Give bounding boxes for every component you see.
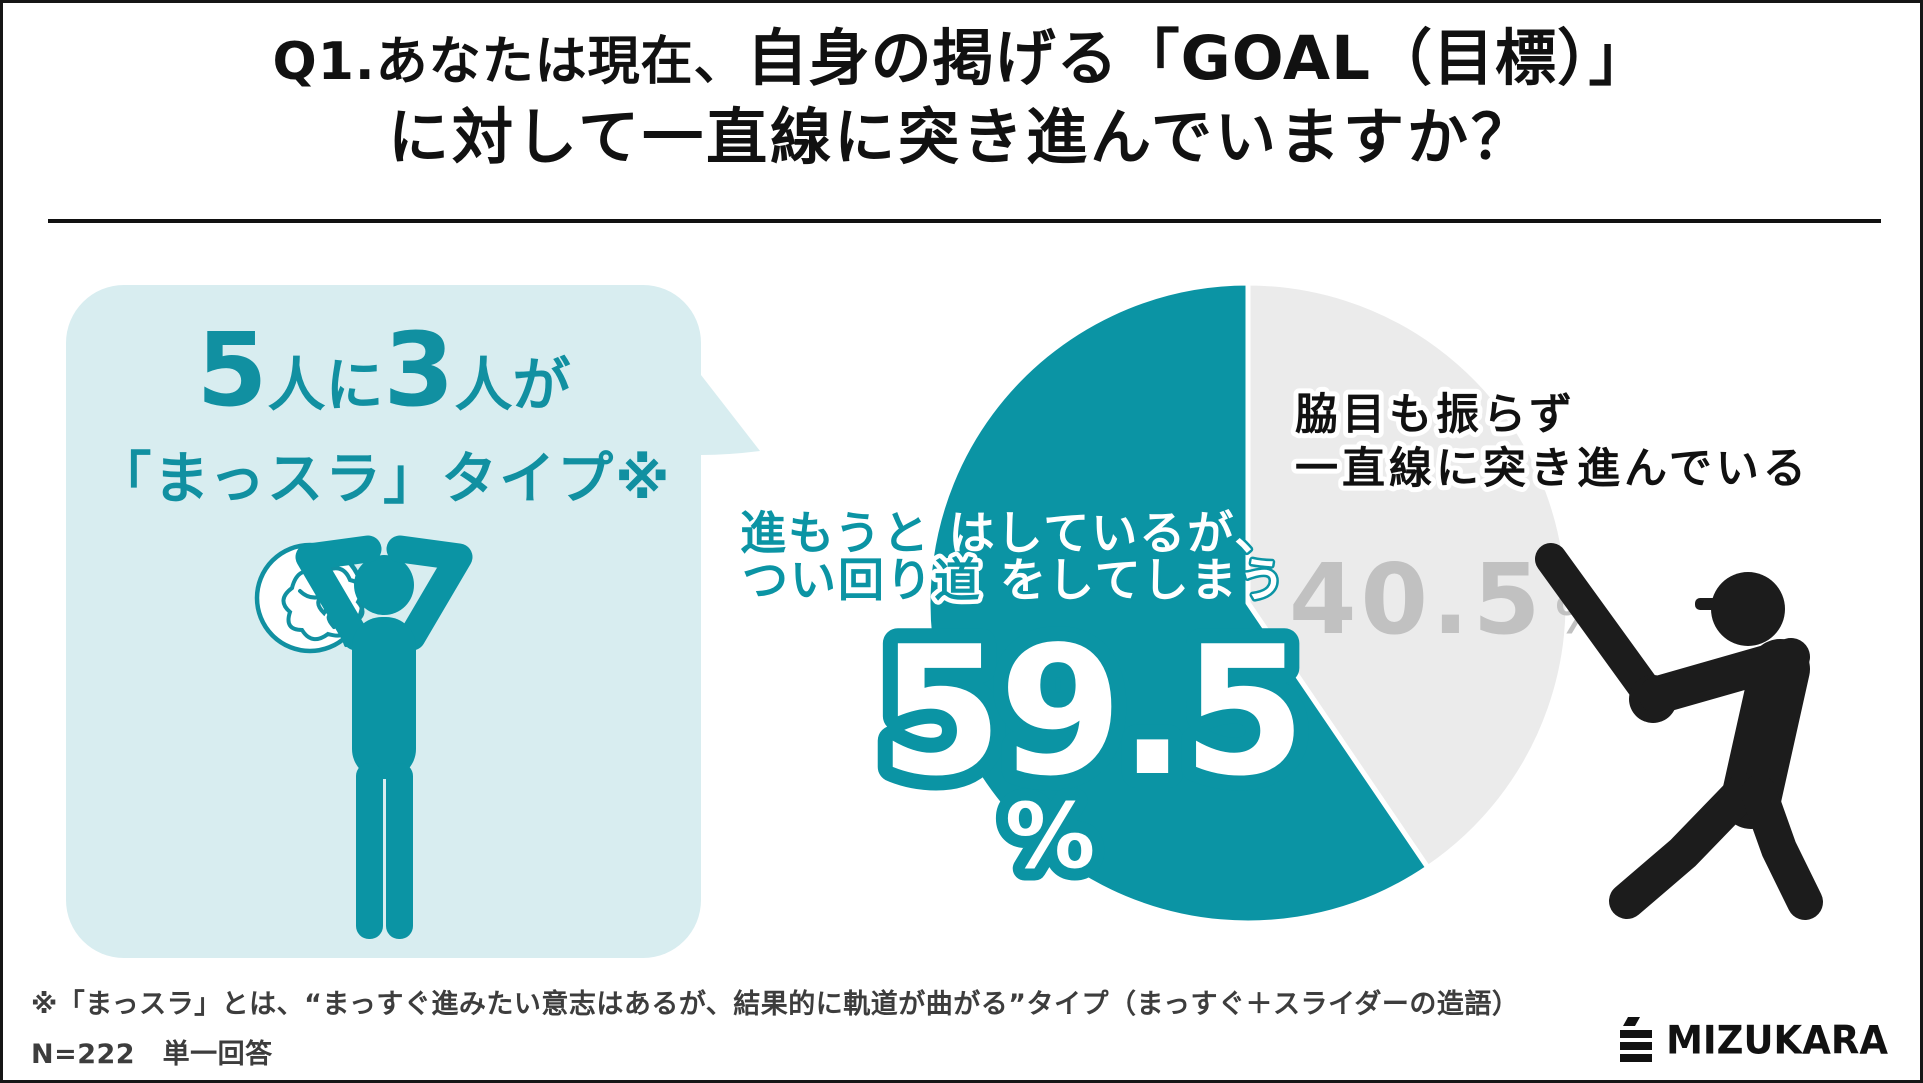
callout-type-label: 「まっスラ」タイプ※: [95, 447, 672, 512]
title-line2: に対して一直線に突き進んでいますか？: [387, 102, 1536, 174]
footnote-definition: ※「まっスラ」とは、“まっすぐ進みたい意志はあるが、結果的に軌道が曲がる”タイプ…: [31, 989, 1520, 1020]
gray-slice-label-line2: 一直線に突き進んでいる: [1295, 444, 1810, 494]
title-line1-emphasis: 自身の掲げる「GOAL（目標）」: [746, 23, 1651, 94]
brand-logo-text: MIZUKARA: [1666, 1017, 1888, 1063]
title-line1: Q1.あなたは現在、自身の掲げる「GOAL（目標）」: [3, 19, 1920, 98]
teal-label-rest2: をしてしまう: [1000, 553, 1287, 607]
pie-slice-gray: [1245, 280, 1571, 871]
teal-slice-label-line2: つい回り道 をしてしまう: [742, 553, 1287, 607]
pie-chart: 脇目も振らず 一直線に突き進んでいる 40.5 % 進もうと はしているが、 つ…: [736, 280, 1823, 926]
footnote-sample-size: N=222 単一回答: [31, 1039, 273, 1070]
footnote: ※「まっスラ」とは、“まっすぐ進みたい意志はあるが、結果的に軌道が曲がる”タイプ…: [31, 991, 1519, 1068]
baseball-batter-icon: [1535, 543, 1823, 920]
callout-headline: 5人に3人が: [66, 311, 701, 430]
gray-slice-label-line1: 脇目も振らず: [1295, 390, 1576, 440]
teal-slice-value-number: 59.5: [879, 608, 1302, 815]
callout-text: 5人に3人が 「まっスラ」タイプ※: [66, 285, 701, 515]
stacked-bars-icon: [1620, 1017, 1653, 1062]
teal-label-rest1: はしているが、: [949, 506, 1283, 560]
teal-label-emphasis1: 進もうと: [740, 506, 931, 560]
title-divider: [48, 219, 1881, 223]
pie-slice-teal: [925, 280, 1431, 926]
callout-count-total: 5: [196, 311, 268, 430]
person-hands-on-head-icon: [254, 535, 473, 939]
teal-label-emphasis2: つい回り道: [742, 553, 982, 607]
teal-slice-value-unit: %: [1005, 784, 1095, 889]
teal-slice-label-line1: 進もうと はしているが、: [740, 506, 1282, 560]
page-title: Q1.あなたは現在、自身の掲げる「GOAL（目標）」 に対して一直線に突き進んで…: [3, 19, 1920, 178]
callout-unit-total: 人に: [267, 351, 384, 419]
gray-value-number: 40.5: [1289, 543, 1544, 656]
person-body: [295, 535, 473, 939]
callout-bubble-tail: [701, 375, 760, 455]
title-question-number: Q1.あなたは現在、: [272, 32, 747, 92]
callout-count-part: 3: [383, 311, 455, 430]
brand-logo: MIZUKARA: [1618, 1017, 1888, 1063]
callout-bubble: 5人に3人が 「まっスラ」タイプ※: [66, 285, 701, 958]
callout-unit-part: 人が: [454, 351, 571, 419]
